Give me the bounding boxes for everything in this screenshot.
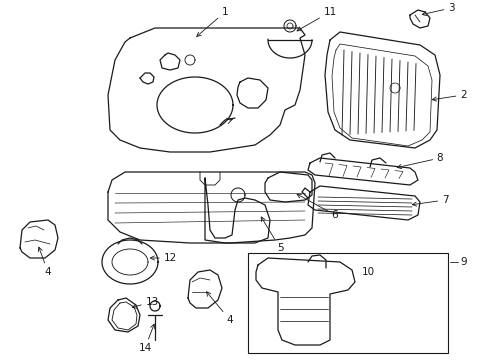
Text: 3: 3 [422, 3, 454, 15]
Text: 4: 4 [206, 292, 233, 325]
Text: 6: 6 [296, 194, 338, 220]
Text: 1: 1 [196, 7, 228, 36]
Text: 10: 10 [361, 267, 374, 277]
Text: 5: 5 [261, 217, 283, 253]
Text: 8: 8 [396, 153, 443, 168]
Text: 4: 4 [38, 247, 51, 277]
Text: 2: 2 [431, 90, 466, 101]
Text: 7: 7 [411, 195, 447, 206]
Text: 11: 11 [296, 7, 336, 31]
Bar [247, 253, 447, 353]
Text: 14: 14 [138, 324, 154, 353]
Text: 13: 13 [132, 297, 158, 308]
Text: 9: 9 [459, 257, 466, 267]
Text: 12: 12 [150, 253, 176, 263]
